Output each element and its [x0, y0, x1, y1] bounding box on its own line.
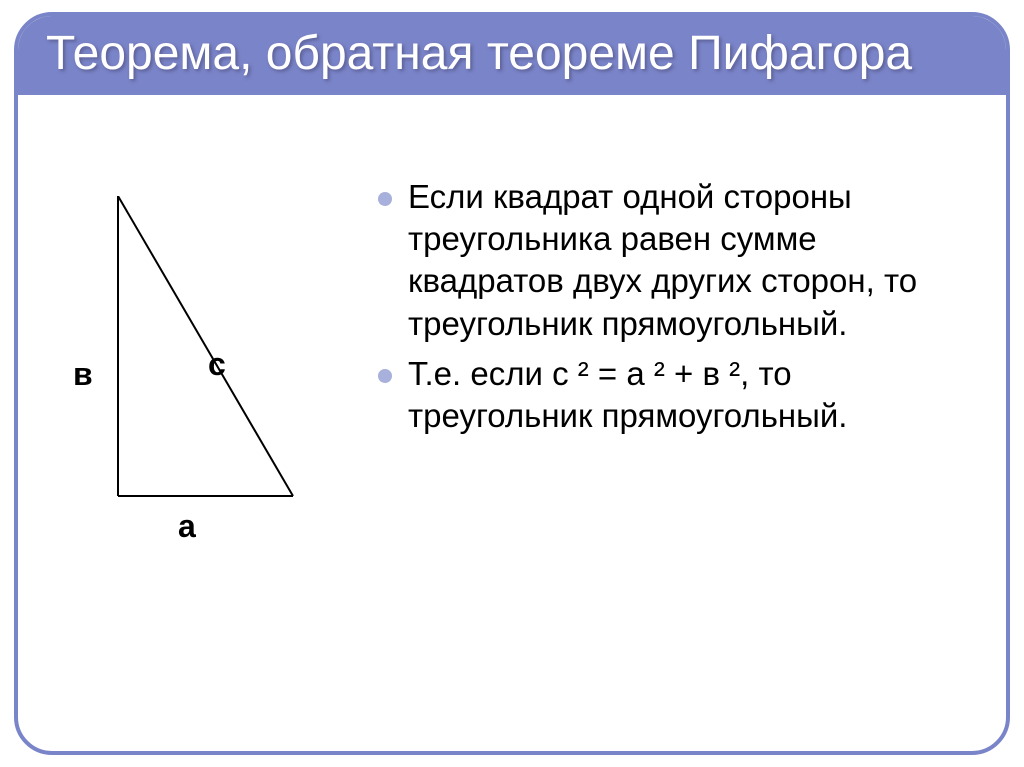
bullet-dot-icon	[378, 369, 392, 383]
title-bar: Теорема, обратная теореме Пифагора	[18, 16, 1006, 95]
bullet-item: Т.е. если с ² = а ² + в ², то треугольни…	[378, 353, 966, 437]
label-c: с	[208, 346, 226, 383]
bullet-dot-icon	[378, 192, 392, 206]
text-panel: Если квадрат одной стороны треугольника …	[378, 166, 1006, 751]
slide-frame: Теорема, обратная теореме Пифагора в с а…	[14, 12, 1010, 755]
diagram-panel: в с а	[18, 166, 378, 751]
label-b: в	[73, 356, 93, 393]
bullet-text: Т.е. если с ² = а ² + в ², то треугольни…	[408, 353, 966, 437]
label-a: а	[178, 508, 196, 545]
triangle-diagram: в с а	[78, 196, 338, 561]
content-area: в с а Если квадрат одной стороны треугол…	[18, 166, 1006, 751]
bullet-text: Если квадрат одной стороны треугольника …	[408, 176, 966, 345]
bullet-item: Если квадрат одной стороны треугольника …	[378, 176, 966, 345]
slide-title: Теорема, обратная теореме Пифагора	[46, 26, 978, 81]
